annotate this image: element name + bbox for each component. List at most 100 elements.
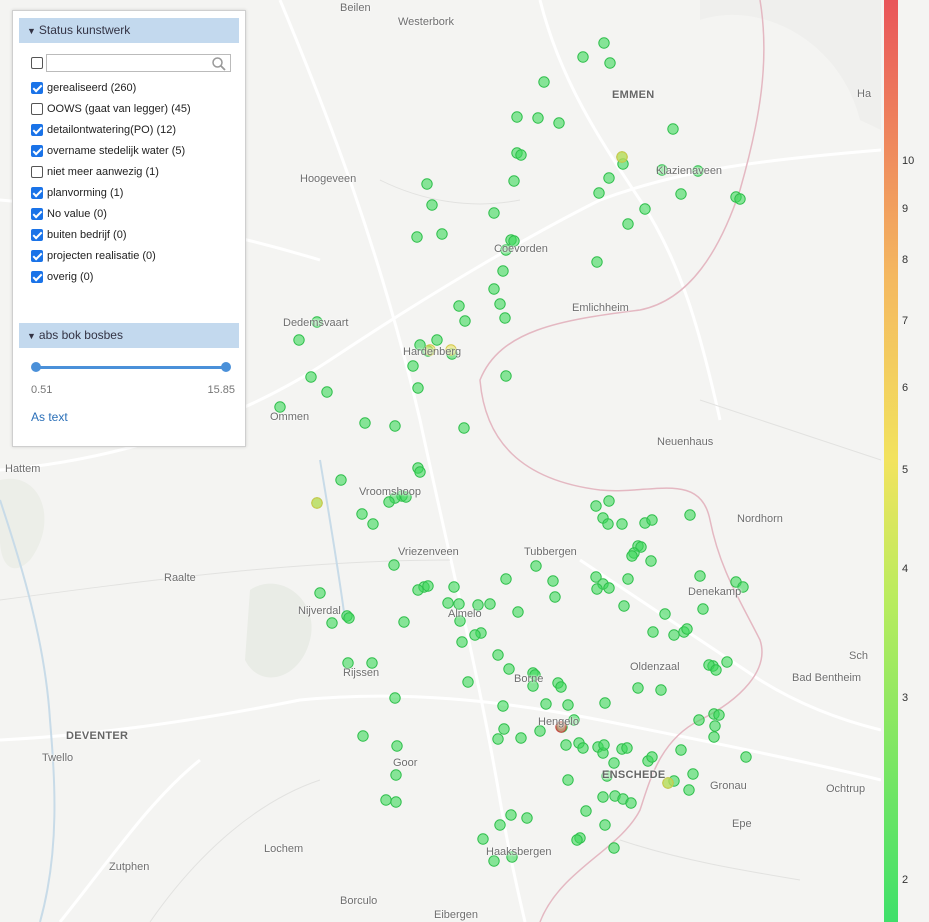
measurement-point[interactable] — [598, 37, 610, 49]
measurement-point[interactable] — [458, 422, 470, 434]
measurement-point[interactable] — [359, 417, 371, 429]
measurement-point[interactable] — [694, 570, 706, 582]
range-slider-track[interactable] — [36, 366, 226, 369]
measurement-point[interactable] — [436, 228, 448, 240]
measurement-point[interactable] — [274, 401, 286, 413]
measurement-point[interactable] — [314, 587, 326, 599]
measurement-point[interactable] — [448, 581, 460, 593]
measurement-point[interactable] — [497, 700, 509, 712]
measurement-point[interactable] — [655, 684, 667, 696]
measurement-point[interactable] — [388, 559, 400, 571]
measurement-point[interactable] — [453, 598, 465, 610]
measurement-point[interactable] — [647, 626, 659, 638]
measurement-point[interactable] — [571, 834, 583, 846]
measurement-point[interactable] — [412, 584, 424, 596]
measurement-point[interactable] — [366, 657, 378, 669]
measurement-point[interactable] — [616, 518, 628, 530]
measurement-point[interactable] — [321, 386, 333, 398]
filter-row[interactable]: detailontwatering(PO) (12) — [31, 121, 176, 139]
filter-checkbox[interactable] — [31, 166, 43, 178]
range-slider-max-handle[interactable] — [221, 362, 231, 372]
measurement-point[interactable] — [608, 757, 620, 769]
measurement-point[interactable] — [497, 265, 509, 277]
filter-row[interactable]: niet meer aanwezig (1) — [31, 163, 159, 181]
measurement-point[interactable] — [462, 676, 474, 688]
measurement-point[interactable] — [488, 207, 500, 219]
measurement-point[interactable] — [555, 721, 567, 733]
measurement-point[interactable] — [553, 117, 565, 129]
measurement-point[interactable] — [667, 123, 679, 135]
filter-checkbox[interactable] — [31, 124, 43, 136]
measurement-point[interactable] — [356, 508, 368, 520]
measurement-point[interactable] — [549, 591, 561, 603]
measurement-point[interactable] — [683, 784, 695, 796]
measurement-point[interactable] — [568, 714, 580, 726]
range-slider-min-handle[interactable] — [31, 362, 41, 372]
measurement-point[interactable] — [591, 256, 603, 268]
filter-row[interactable]: projecten realisatie (0) — [31, 247, 156, 265]
measurement-point[interactable] — [616, 151, 628, 163]
measurement-point[interactable] — [500, 573, 512, 585]
measurement-point[interactable] — [494, 298, 506, 310]
measurement-point[interactable] — [492, 649, 504, 661]
measurement-point[interactable] — [639, 203, 651, 215]
measurement-point[interactable] — [675, 744, 687, 756]
filter-checkbox[interactable] — [31, 208, 43, 220]
measurement-point[interactable] — [293, 334, 305, 346]
measurement-point[interactable] — [494, 819, 506, 831]
measurement-point[interactable] — [656, 164, 668, 176]
measurement-point[interactable] — [577, 51, 589, 63]
measurement-point[interactable] — [599, 697, 611, 709]
measurement-point[interactable] — [597, 791, 609, 803]
measurement-point[interactable] — [484, 598, 496, 610]
measurement-point[interactable] — [511, 111, 523, 123]
measurement-point[interactable] — [687, 768, 699, 780]
measurement-point[interactable] — [512, 606, 524, 618]
measurement-point[interactable] — [445, 344, 457, 356]
measurement-point[interactable] — [710, 664, 722, 676]
measurement-point[interactable] — [708, 731, 720, 743]
measurement-point[interactable] — [603, 172, 615, 184]
filter-row[interactable]: planvorming (1) — [31, 184, 123, 202]
measurement-point[interactable] — [713, 709, 725, 721]
measurement-point[interactable] — [357, 730, 369, 742]
measurement-point[interactable] — [608, 842, 620, 854]
measurement-point[interactable] — [618, 600, 630, 612]
measurement-point[interactable] — [599, 819, 611, 831]
measurement-point[interactable] — [692, 165, 704, 177]
measurement-point[interactable] — [469, 629, 481, 641]
as-text-link[interactable]: As text — [31, 410, 68, 424]
filter-checkbox[interactable] — [31, 229, 43, 241]
measurement-point[interactable] — [390, 796, 402, 808]
measurement-point[interactable] — [662, 777, 674, 789]
measurement-point[interactable] — [503, 663, 515, 675]
measurement-point[interactable] — [646, 751, 658, 763]
measurement-point[interactable] — [621, 742, 633, 754]
measurement-point[interactable] — [681, 623, 693, 635]
filter-checkbox[interactable] — [31, 82, 43, 94]
filter-row[interactable]: buiten bedrijf (0) — [31, 226, 127, 244]
measurement-point[interactable] — [626, 550, 638, 562]
measurement-point[interactable] — [684, 509, 696, 521]
measurement-point[interactable] — [335, 474, 347, 486]
measurement-point[interactable] — [305, 371, 317, 383]
measurement-point[interactable] — [659, 608, 671, 620]
status-kunstwerk-header[interactable]: ▼ Status kunstwerk — [19, 18, 239, 43]
select-all-checkbox[interactable] — [31, 57, 43, 69]
measurement-point[interactable] — [311, 316, 323, 328]
measurement-point[interactable] — [407, 360, 419, 372]
measurement-point[interactable] — [740, 751, 752, 763]
measurement-point[interactable] — [709, 720, 721, 732]
measurement-point[interactable] — [326, 617, 338, 629]
measurement-point[interactable] — [560, 739, 572, 751]
filter-row[interactable]: gerealiseerd (260) — [31, 79, 136, 97]
measurement-point[interactable] — [562, 774, 574, 786]
measurement-point[interactable] — [529, 669, 541, 681]
measurement-point[interactable] — [431, 334, 443, 346]
measurement-point[interactable] — [343, 612, 355, 624]
filter-checkbox[interactable] — [31, 187, 43, 199]
measurement-point[interactable] — [540, 698, 552, 710]
measurement-point[interactable] — [527, 680, 539, 692]
measurement-point[interactable] — [488, 855, 500, 867]
measurement-point[interactable] — [453, 300, 465, 312]
